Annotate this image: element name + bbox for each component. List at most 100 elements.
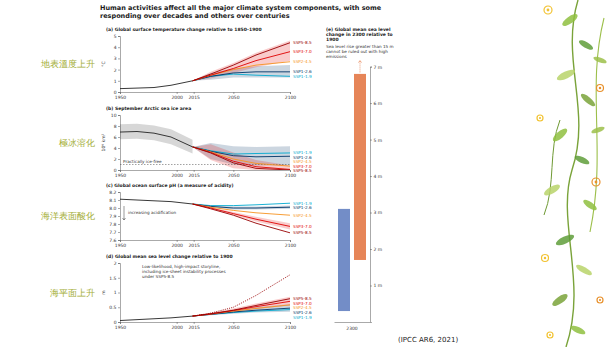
range-bar bbox=[338, 209, 350, 311]
tick-mark bbox=[118, 115, 120, 116]
tick-mark bbox=[194, 240, 195, 242]
decor-leaf bbox=[569, 324, 586, 336]
range-band bbox=[193, 144, 290, 170]
decor-flower-center bbox=[539, 117, 541, 119]
tick: 2050 bbox=[228, 322, 240, 330]
tick: 2000 bbox=[171, 240, 183, 248]
tick: 0 bbox=[114, 90, 120, 95]
x-axis: 19502000201520502100 bbox=[115, 322, 297, 330]
tick: 1950 bbox=[115, 322, 127, 330]
tick: 2015 bbox=[188, 240, 200, 248]
tick-label: 2050 bbox=[228, 95, 240, 100]
decoration bbox=[537, 0, 607, 347]
tick-mark bbox=[194, 92, 195, 94]
tick: 8 bbox=[114, 124, 120, 129]
decor-flower bbox=[544, 6, 552, 14]
tick-mark bbox=[233, 322, 234, 324]
tick: 7.9 bbox=[109, 214, 120, 219]
tick: 7 m bbox=[370, 65, 382, 70]
tick: 2 bbox=[114, 157, 120, 162]
decor-leaf bbox=[582, 198, 599, 212]
tick-label: 10 bbox=[111, 113, 117, 118]
text-line: responding over decades and others over … bbox=[100, 12, 290, 20]
text-line: emissions bbox=[326, 54, 347, 59]
panel-title: (d) Global mean sea level change relativ… bbox=[106, 254, 233, 259]
tick-mark bbox=[370, 286, 372, 287]
series-line bbox=[120, 81, 193, 89]
end-label: SSP1-2.6 bbox=[293, 205, 312, 210]
tick: 8.1 bbox=[109, 198, 120, 203]
tick-mark bbox=[118, 148, 120, 149]
tick-label: 7.6 bbox=[109, 238, 116, 243]
tick-mark bbox=[194, 170, 195, 172]
decor-leaf bbox=[554, 233, 575, 248]
tick-mark bbox=[370, 140, 372, 141]
tick-mark bbox=[118, 92, 120, 93]
tick: 10 bbox=[111, 113, 120, 118]
series-line bbox=[193, 204, 290, 215]
series-line bbox=[120, 316, 193, 320]
tick-mark bbox=[118, 81, 120, 82]
end-label: SSP2-4.5 bbox=[293, 59, 312, 64]
text-line: (b) September Arctic sea ice area bbox=[106, 106, 191, 111]
decor-leaf bbox=[551, 292, 570, 308]
storyline-label: Low-likelihood, high-impact storyline,in… bbox=[142, 264, 226, 279]
tick: 0 bbox=[114, 168, 120, 173]
decor-leaf bbox=[578, 38, 595, 51]
annotation-arrowhead bbox=[359, 61, 362, 63]
tick-label: 2000 bbox=[171, 325, 183, 330]
tick: 1 bbox=[114, 79, 120, 84]
tick-label: 2100 bbox=[285, 243, 297, 248]
series-line bbox=[193, 43, 290, 81]
tick: 4 bbox=[114, 45, 120, 50]
tick: 7.7 bbox=[109, 230, 120, 235]
text-line: (d) Global mean sea level change relativ… bbox=[106, 254, 233, 259]
axis-line bbox=[121, 171, 291, 173]
panel: (d) Global mean sea level change relativ… bbox=[101, 254, 312, 330]
tick-mark bbox=[290, 170, 291, 172]
panel-title: (c) Global ocean surface pH (a measure o… bbox=[106, 183, 234, 188]
tick-label: 7.9 bbox=[109, 214, 116, 219]
tick: 1950 bbox=[115, 92, 127, 100]
axis-line bbox=[121, 93, 291, 95]
tick: 6 m bbox=[370, 101, 382, 106]
annotation: Sea level rise greater than 15 mcannot b… bbox=[326, 44, 394, 59]
tick-mark bbox=[233, 240, 234, 242]
decor-leaf bbox=[561, 12, 580, 28]
end-label: SSP5-8.5 bbox=[293, 40, 312, 45]
tick-label: 4 bbox=[114, 146, 117, 151]
decor-flower-center bbox=[549, 334, 551, 336]
end-label: SSP3-7.0 bbox=[293, 49, 312, 54]
tick-label: 1950 bbox=[115, 325, 127, 330]
tick-label: 7.8 bbox=[109, 222, 116, 227]
tick-mark bbox=[118, 200, 120, 201]
panel-title: (a) Global surface temperature change re… bbox=[106, 27, 262, 32]
decor-flower bbox=[547, 332, 553, 338]
tick-label: 2015 bbox=[188, 95, 200, 100]
source: (IPCC AR6, 2021) bbox=[398, 336, 458, 344]
x-axis: 19502000201520502100 bbox=[115, 240, 297, 248]
tick: 2050 bbox=[228, 170, 240, 178]
tick: 2 bbox=[114, 68, 120, 73]
tick: 1950 bbox=[115, 170, 127, 178]
side-label: 地表溫度上升 bbox=[40, 59, 95, 69]
panel-title: (e) Global mean sea levelchange in 2300 … bbox=[326, 27, 393, 42]
tick: 2 m bbox=[370, 247, 382, 252]
tick-label: 8.1 bbox=[109, 198, 116, 203]
decor-leaf bbox=[573, 154, 590, 166]
tick: 7.8 bbox=[109, 222, 120, 227]
decor-flower bbox=[592, 178, 600, 186]
tick-label: 1 bbox=[114, 79, 117, 84]
decor-leaf bbox=[555, 68, 576, 83]
tick-label: 5 bbox=[114, 34, 117, 39]
tick-mark bbox=[118, 58, 120, 59]
decor-vine bbox=[566, 0, 579, 347]
decor-flower-center bbox=[599, 87, 601, 89]
axis-line bbox=[118, 193, 121, 241]
decor-flower-center bbox=[544, 257, 546, 259]
tick-label: 2 bbox=[114, 261, 117, 266]
tick-label: 5 m bbox=[374, 138, 383, 143]
decor-flower-center bbox=[599, 299, 601, 301]
decor-flower-center bbox=[595, 181, 598, 184]
tick-label: 2 m bbox=[374, 247, 383, 252]
